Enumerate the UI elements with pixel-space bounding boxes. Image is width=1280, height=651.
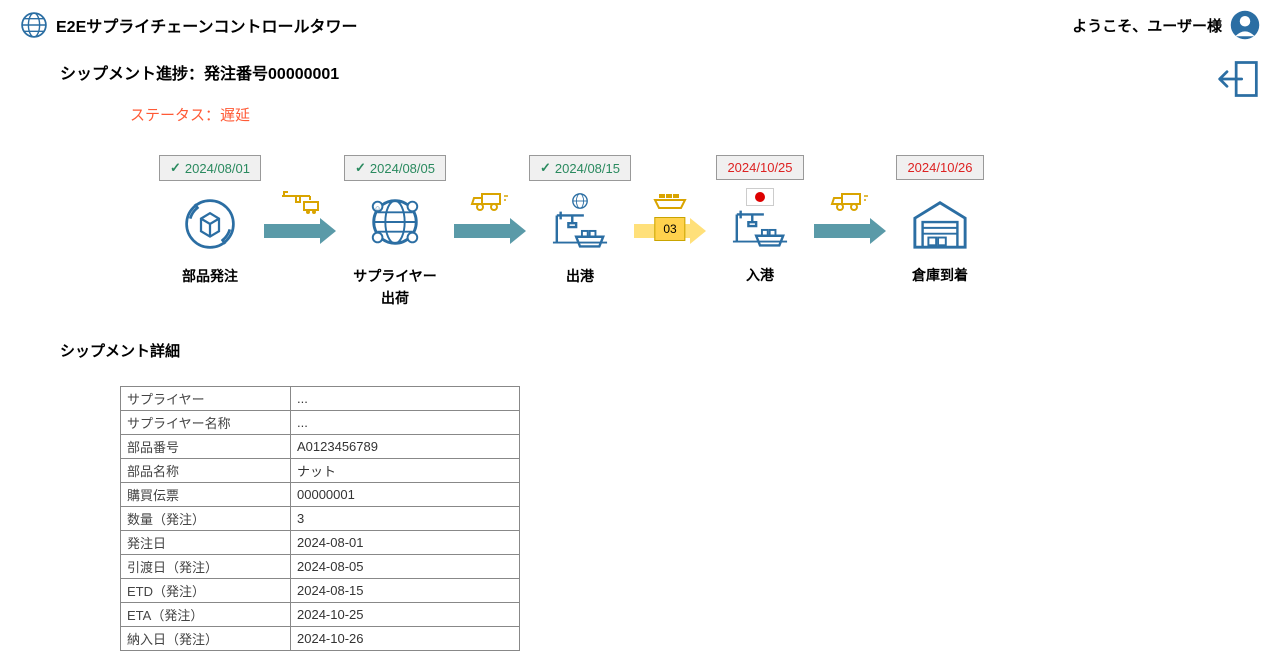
table-row: ETA（発注）2024-10-25 (121, 602, 520, 626)
welcome-text: ようこそ、ユーザー様 (1072, 15, 1222, 36)
progress-po-number: 00000001 (268, 66, 339, 83)
table-row: 部品番号A0123456789 (121, 434, 520, 458)
step-supplier-label: サプライヤー 出荷 (353, 265, 437, 310)
step-arrival-label: 入港 (746, 264, 774, 286)
progress-title: シップメント進捗：発注番号00000001 (60, 60, 1220, 84)
status-label: ステータス： (130, 107, 220, 124)
truck-icon (470, 190, 510, 214)
detail-value: ... (291, 410, 520, 434)
detail-key: 納入日（発注） (121, 626, 291, 650)
detail-value: 00000001 (291, 482, 520, 506)
table-row: サプライヤー... (121, 386, 520, 410)
table-row: 納入日（発注）2024-10-26 (121, 626, 520, 650)
order-icon (183, 197, 237, 251)
app-title: E2Eサプライチェーンコントロールタワー (56, 13, 357, 37)
status-value: 遅延 (220, 107, 250, 124)
detail-title: シップメント詳細 (60, 340, 1220, 361)
detail-value: A0123456789 (291, 434, 520, 458)
globe-icon (20, 11, 48, 39)
table-row: 購買伝票00000001 (121, 482, 520, 506)
step-arrival: 2024/10/25 入港 (710, 155, 810, 286)
main-content: シップメント進捗：発注番号00000001 ステータス：遅延 ✓2024/08/… (0, 60, 1280, 651)
detail-value: 2024-10-25 (291, 602, 520, 626)
detail-value: 2024-08-15 (291, 578, 520, 602)
step-departure: ✓2024/08/15 出港 (530, 155, 630, 287)
progress-title-prefix: シップメント進捗：発注番号 (60, 66, 268, 83)
detail-value: ... (291, 386, 520, 410)
table-row: 発注日2024-08-01 (121, 530, 520, 554)
detail-value: ナット (291, 458, 520, 482)
step-warehouse: 2024/10/26 倉庫到着 (890, 155, 990, 286)
detail-value: 3 (291, 506, 520, 530)
table-row: 引渡日（発注）2024-08-05 (121, 554, 520, 578)
step-supplier: ✓2024/08/05 ☺ サプライヤー 出荷 (340, 155, 450, 310)
step-warehouse-label: 倉庫到着 (912, 264, 968, 286)
supplier-icon: ☺ (366, 193, 424, 251)
warehouse-icon (911, 198, 969, 250)
step-departure-date: ✓2024/08/15 (529, 155, 631, 181)
step-warehouse-date: 2024/10/26 (896, 155, 983, 180)
jp-flag-icon (746, 188, 774, 206)
step-order-date: ✓2024/08/01 (159, 155, 261, 181)
detail-table: サプライヤー...サプライヤー名称...部品番号A0123456789部品名称ナ… (120, 386, 520, 651)
delivery-truck-icon (830, 190, 870, 214)
detail-key: サプライヤー名称 (121, 410, 291, 434)
status-line: ステータス：遅延 (130, 104, 1220, 125)
detail-value: 2024-10-26 (291, 626, 520, 650)
transit-badge: 03 (654, 217, 685, 241)
detail-value: 2024-08-01 (291, 530, 520, 554)
arrow-1 (260, 155, 340, 244)
detail-key: 引渡日（発注） (121, 554, 291, 578)
svg-text:☺: ☺ (374, 205, 381, 212)
shipment-flow: ✓2024/08/01 部品発注 ✓2024/08/05 ☺ サプライ (160, 155, 1220, 310)
table-row: 部品名称ナット (121, 458, 520, 482)
detail-key: サプライヤー (121, 386, 291, 410)
detail-key: 部品番号 (121, 434, 291, 458)
detail-key: 発注日 (121, 530, 291, 554)
arrow-4 (810, 155, 890, 244)
table-row: 数量（発注）3 (121, 506, 520, 530)
table-row: ETD（発注）2024-08-15 (121, 578, 520, 602)
detail-key: 部品名称 (121, 458, 291, 482)
detail-key: 購買伝票 (121, 482, 291, 506)
arrow-2 (450, 155, 530, 244)
exit-icon[interactable] (1216, 60, 1260, 98)
ship-icon (651, 190, 689, 214)
step-departure-label: 出港 (566, 265, 594, 287)
detail-key: ETD（発注） (121, 578, 291, 602)
detail-key: 数量（発注） (121, 506, 291, 530)
detail-value: 2024-08-05 (291, 554, 520, 578)
detail-key: ETA（発注） (121, 602, 291, 626)
step-order-label: 部品発注 (182, 265, 238, 287)
table-row: サプライヤー名称... (121, 410, 520, 434)
step-arrival-date: 2024/10/25 (716, 155, 803, 180)
step-order: ✓2024/08/01 部品発注 (160, 155, 260, 287)
port-crane-ship-icon (551, 207, 609, 251)
step-supplier-date: ✓2024/08/05 (344, 155, 446, 181)
crane-transport-icon (280, 190, 320, 214)
avatar-icon[interactable] (1230, 10, 1260, 40)
arrival-crane-ship-icon (731, 206, 789, 250)
header: E2Eサプライチェーンコントロールタワー ようこそ、ユーザー様 (0, 0, 1280, 50)
arrow-3: 03 (630, 155, 710, 244)
